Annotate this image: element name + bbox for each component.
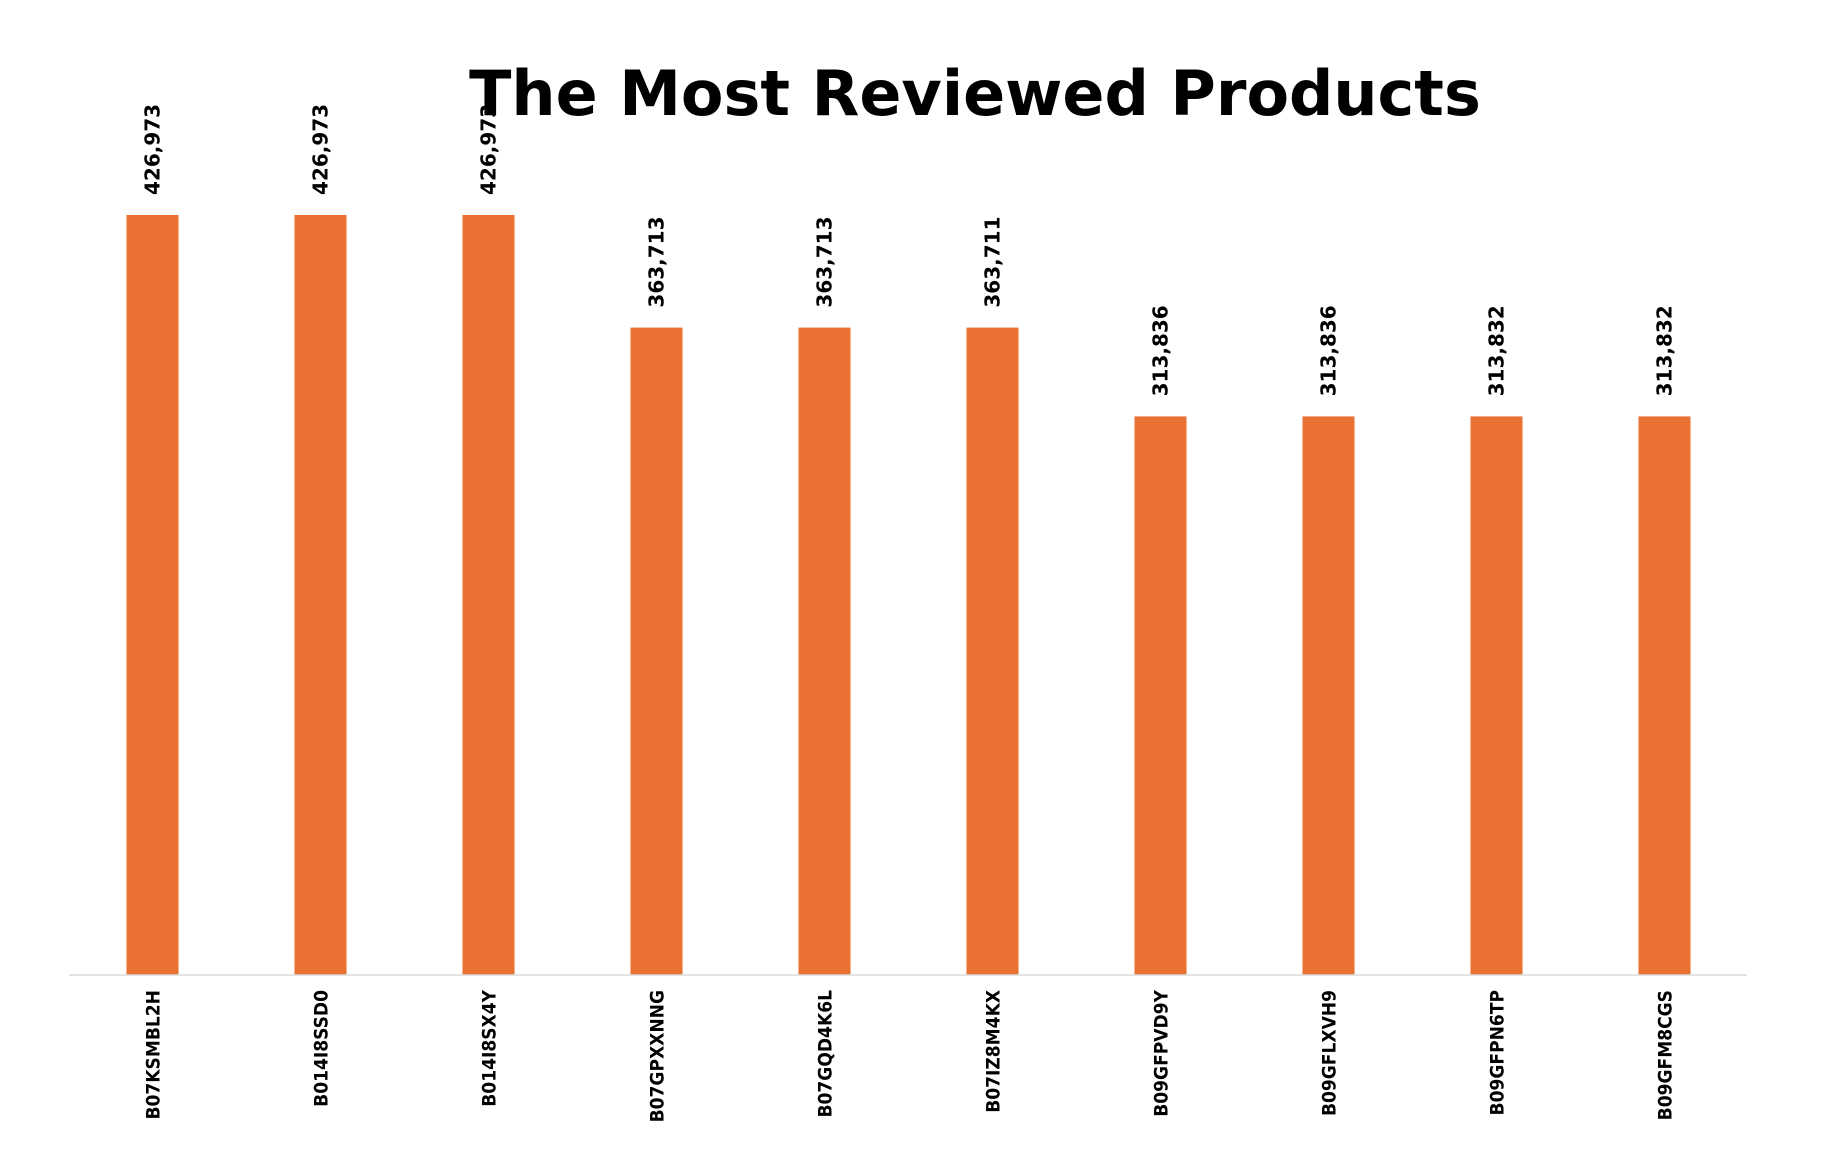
bar-b09gfpvd9y — [1134, 416, 1187, 975]
data-label-b09gfm8cgs: 313,832 — [1653, 305, 1677, 396]
value-labels-layer: 426,973 426,973 426,973 363,713 363,713 363,7… — [141, 104, 1677, 396]
data-label-b07gqd4k6l: 363,713 — [813, 217, 837, 308]
bar-b014i8sx4y — [462, 215, 515, 975]
x-tick-label-b07gqd4k6l: B07GQD4K6L — [815, 990, 837, 1118]
data-label-b09gfpvd9y: 313,836 — [1149, 305, 1173, 396]
x-tick-label-b07iz8m4kx: B07IZ8M4KX — [983, 990, 1005, 1113]
data-label-b014i8ssd0: 426,973 — [309, 104, 333, 195]
data-label-b09gflxvh9: 313,836 — [1317, 305, 1341, 396]
x-tick-labels: B07KSMBL2H B014I8SSD0 B014I8SX4Y B07GPXXNNG… — [143, 989, 1677, 1122]
bar-b07gqd4k6l — [798, 327, 851, 976]
bars-layer — [126, 215, 1691, 976]
data-label-b07gpxxnng: 363,713 — [645, 217, 669, 308]
data-label-b014i8sx4y: 426,973 — [477, 104, 501, 195]
bar-b014i8ssd0 — [294, 215, 347, 975]
bar-b07iz8m4kx — [966, 327, 1019, 976]
x-tick-label-b09gfpn6tp: B09GFPN6TP — [1487, 990, 1509, 1115]
x-tick-label-b07gpxxnng: B07GPXXNNG — [647, 990, 669, 1122]
x-tick-label-b014i8sx4y: B014I8SX4Y — [479, 989, 501, 1106]
chart-title: The Most Reviewed Products — [469, 57, 1481, 130]
data-label-b07iz8m4kx: 363,711 — [981, 217, 1005, 308]
x-tick-label-b09gfm8cgs: B09GFM8CGS — [1655, 990, 1677, 1120]
x-tick-label-b09gfpvd9y: B09GFPVD9Y — [1151, 989, 1173, 1116]
data-label-b09gfpn6tp: 313,832 — [1485, 305, 1509, 396]
x-tick-label-b07ksmbl2h: B07KSMBL2H — [143, 990, 165, 1120]
x-tick-label-b014i8ssd0: B014I8SSD0 — [311, 990, 333, 1107]
bar-b07ksmbl2h — [126, 215, 179, 975]
data-label-b07ksmbl2h: 426,973 — [141, 104, 165, 195]
bar-b07gpxxnng — [630, 327, 683, 976]
bar-b09gfm8cgs — [1638, 416, 1691, 975]
bar-b09gflxvh9 — [1302, 416, 1355, 975]
x-tick-label-b09gflxvh9: B09GFLXVH9 — [1319, 990, 1341, 1116]
bar-b09gfpn6tp — [1470, 416, 1523, 975]
